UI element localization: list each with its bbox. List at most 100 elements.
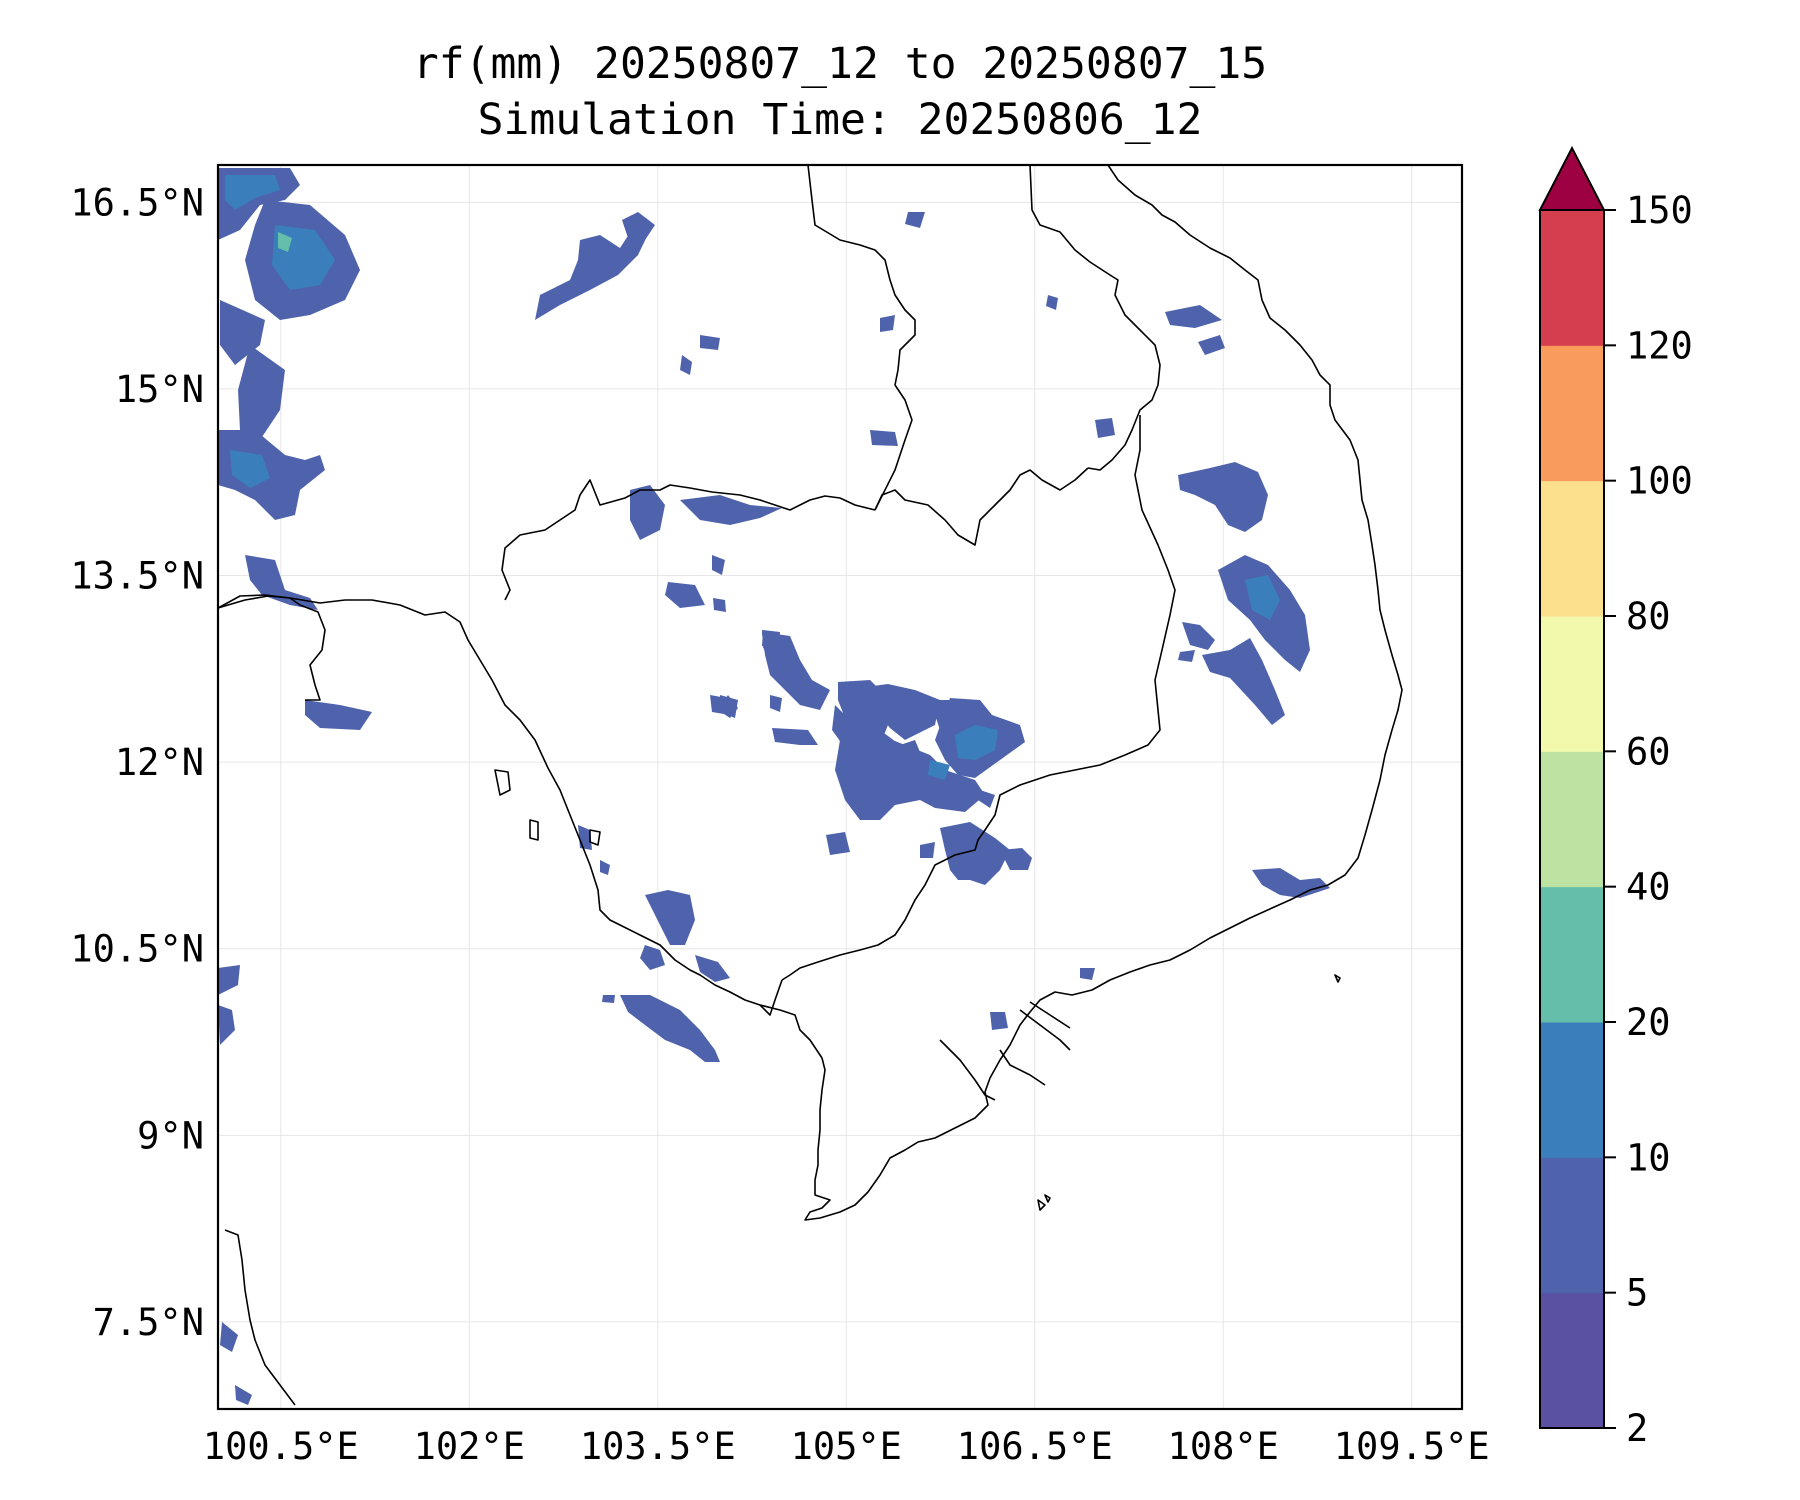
lat-tick-label: 7.5°N xyxy=(93,1301,204,1344)
rain-patch xyxy=(1095,418,1115,438)
rain-patch xyxy=(640,945,665,970)
colorbar-band xyxy=(1540,1292,1604,1429)
country-borders xyxy=(218,165,1176,1016)
figure-title-line1: rf(mm) 20250807_12 to 20250807_15 xyxy=(413,39,1267,89)
lat-tick-label: 9°N xyxy=(137,1114,204,1157)
lon-tick-label: 109.5°E xyxy=(1334,1425,1490,1468)
lat-tick-label: 16.5°N xyxy=(70,181,204,224)
rainfall-shading xyxy=(218,168,1330,1405)
rain-patch xyxy=(712,555,725,575)
lon-tick-label: 102°E xyxy=(414,1425,525,1468)
rain-patch xyxy=(713,598,726,612)
rain-patch xyxy=(230,450,270,488)
rain-patch xyxy=(1198,335,1225,355)
colorbar: 2 5 10 20 40 60 80 100 120 150 xyxy=(1538,145,1693,1450)
rain-patch xyxy=(235,1385,252,1405)
colorbar-band xyxy=(1540,345,1604,482)
colorbar-tick-label: 60 xyxy=(1626,730,1671,773)
rain-patch xyxy=(1182,622,1215,650)
rain-patch xyxy=(622,212,655,240)
colorbar-tick-label: 150 xyxy=(1626,189,1693,232)
rain-patch xyxy=(870,430,898,446)
map-background xyxy=(218,165,1462,1409)
border-vietnam-laos xyxy=(1029,165,1161,471)
lat-tick-label: 15°N xyxy=(115,368,204,411)
lat-tick-label: 10.5°N xyxy=(70,928,204,971)
map-gridlines xyxy=(218,165,1462,1409)
colorbar-frame xyxy=(1539,209,1605,1429)
rain-patch xyxy=(1178,650,1195,662)
rain-patch xyxy=(940,822,1010,885)
border-thailand-cambodia xyxy=(501,479,876,601)
rain-patch xyxy=(928,760,950,780)
colorbar-tick-label: 100 xyxy=(1626,460,1693,503)
rain-patch xyxy=(695,955,730,982)
lon-tick-label: 100.5°E xyxy=(203,1425,359,1468)
rain-patch xyxy=(1245,575,1280,620)
map-panel: 100.5°E 102°E 103.5°E 105°E 106.5°E 108°E 109.… xyxy=(70,163,1490,1468)
border-west-frontier xyxy=(218,594,326,701)
colorbar-tick-label: 10 xyxy=(1626,1136,1671,1179)
rain-patch xyxy=(772,728,818,745)
rain-patch xyxy=(245,555,318,610)
lon-tick-label: 106.5°E xyxy=(957,1425,1113,1468)
lat-tick-label: 12°N xyxy=(115,741,204,784)
lon-tick-label: 105°E xyxy=(791,1425,902,1468)
rain-patch xyxy=(1046,295,1058,310)
rain-patch xyxy=(1178,462,1268,532)
rain-patch xyxy=(762,632,830,710)
rain-patch xyxy=(770,695,782,712)
rain-patch xyxy=(225,175,280,210)
rain-patch xyxy=(880,315,895,332)
rain-patch xyxy=(1080,968,1095,980)
rain-patch xyxy=(835,735,985,820)
rain-patch xyxy=(680,355,692,375)
colorbar-tick-label: 80 xyxy=(1626,595,1671,638)
colorbar-tick-label: 20 xyxy=(1626,1001,1671,1044)
colorbar-band xyxy=(1540,1022,1604,1158)
lat-tick-label: 13.5°N xyxy=(70,555,204,598)
rain-patch xyxy=(535,225,650,320)
coastline-mainland-west xyxy=(218,595,823,1059)
rain-patch xyxy=(955,725,998,760)
rain-patch xyxy=(826,832,850,855)
colorbar-band xyxy=(1540,616,1604,752)
rain-patch xyxy=(278,232,292,252)
rain-patch xyxy=(920,842,935,858)
border-cambodia-vietnam-south xyxy=(759,979,783,1016)
rain-patch xyxy=(680,495,782,525)
colorbar-band xyxy=(1540,210,1604,346)
rain-patch xyxy=(218,965,240,995)
rain-patch xyxy=(978,790,995,808)
coastline-islands xyxy=(494,769,1341,1211)
coastline-malay-peninsula xyxy=(224,1229,296,1406)
rain-patch xyxy=(710,695,738,715)
rain-patch xyxy=(990,1012,1008,1030)
border-vietnam-cambodia xyxy=(781,415,1176,981)
rain-patch xyxy=(645,890,695,945)
rain-patch xyxy=(905,212,925,228)
border-laos-thailand xyxy=(807,165,916,511)
latitude-ticks: 16.5°N 15°N 13.5°N 12°N 10.5°N 9°N 7.5°N xyxy=(70,181,204,1344)
rain-patch xyxy=(1165,305,1222,328)
colorbar-extend-arrow xyxy=(1538,145,1606,211)
colorbar-band xyxy=(1540,480,1604,617)
rain-patch xyxy=(630,485,665,540)
map-frame xyxy=(216,163,1464,1411)
rain-patch xyxy=(1000,848,1032,870)
rain-patch xyxy=(832,705,865,748)
rain-patch xyxy=(218,1005,235,1045)
border-laos-cambodia xyxy=(874,467,1089,546)
colorbar-band xyxy=(1540,751,1604,888)
rain-patch xyxy=(220,1322,238,1352)
colorbar-tick-label: 40 xyxy=(1626,866,1671,909)
rain-patch xyxy=(602,995,615,1003)
rain-patch xyxy=(700,335,720,350)
colorbar-tick-label: 5 xyxy=(1626,1272,1648,1315)
coastline-vietnam xyxy=(804,165,1403,1221)
rain-patch xyxy=(858,684,940,740)
colorbar-tick-label: 120 xyxy=(1626,324,1693,367)
coastlines xyxy=(218,165,1403,1406)
rain-patch xyxy=(600,860,610,875)
